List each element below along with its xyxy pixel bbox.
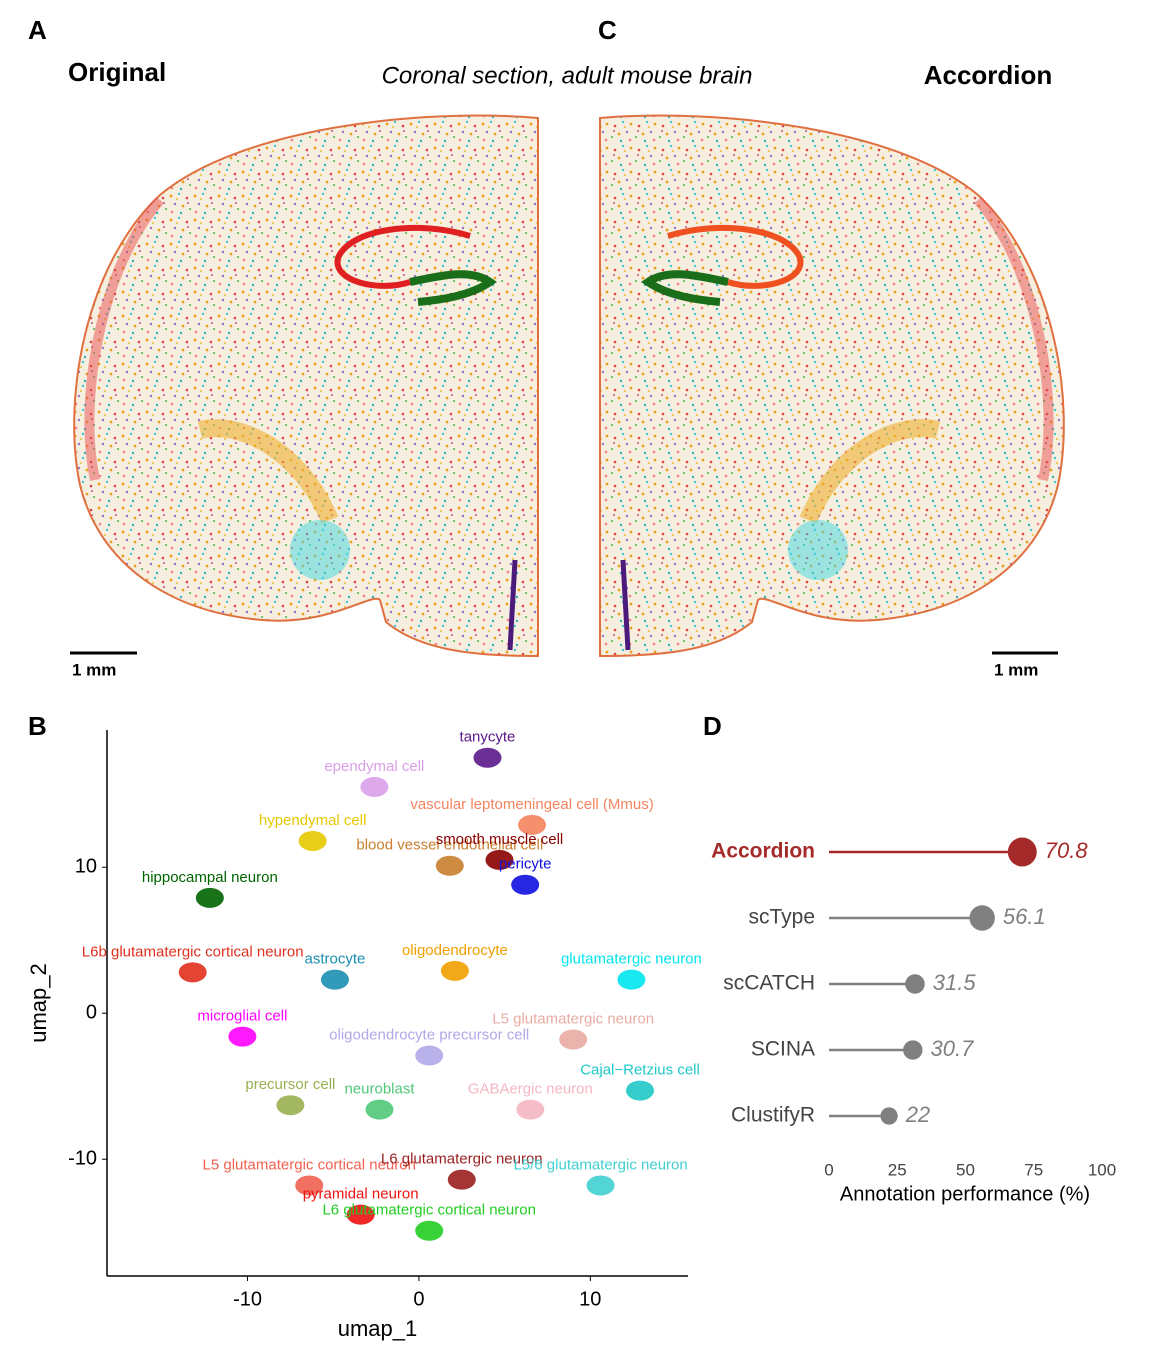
x-tick-label: -10 — [233, 1288, 262, 1310]
y-tick-label: -10 — [68, 1147, 97, 1169]
cluster-label: L6 glutamatergic cortical neuron — [322, 1202, 535, 1219]
method-label: scCATCH — [723, 972, 815, 995]
method-label: scType — [748, 906, 815, 929]
cluster — [346, 1204, 375, 1225]
cluster — [447, 1169, 476, 1190]
cluster — [485, 849, 514, 870]
method-label: Accordion — [711, 840, 815, 863]
x-tick-label: 10 — [579, 1288, 601, 1310]
cluster — [586, 1175, 615, 1196]
cluster-label: L6b glutamatergic cortical neuron — [82, 943, 304, 960]
cluster — [559, 1029, 588, 1050]
cluster — [365, 1099, 394, 1120]
panel-title: Accordion — [924, 60, 1053, 90]
cluster — [626, 1080, 655, 1101]
method-label: ClustifyR — [731, 1104, 815, 1127]
subtitle: Coronal section, adult mouse brain — [382, 62, 753, 89]
panel-title: Original — [68, 57, 166, 87]
cluster — [415, 1220, 444, 1241]
lollipop-dot — [903, 1040, 923, 1060]
cluster-label: GABAergic neuron — [468, 1081, 593, 1098]
x-tick-label: 50 — [956, 1160, 975, 1179]
x-tick-label: 75 — [1024, 1160, 1043, 1179]
value-label: 70.8 — [1045, 838, 1089, 863]
lollipop-dot — [1007, 837, 1037, 867]
cluster-label: L5 glutamatergic neuron — [492, 1010, 654, 1027]
cluster-label: blood vessel endothelial cell — [356, 837, 543, 854]
cluster — [228, 1026, 257, 1047]
cluster — [415, 1045, 444, 1066]
cluster-label: smooth muscle cell — [436, 831, 564, 848]
cluster-label: precursor cell — [245, 1076, 335, 1093]
value-label: 22 — [905, 1102, 930, 1127]
y-tick-label: 0 — [86, 1002, 97, 1024]
cluster — [516, 1099, 545, 1120]
cluster-label: oligodendrocyte precursor cell — [329, 1027, 529, 1044]
panel-letter: C — [598, 15, 617, 45]
x-axis-label: umap_1 — [338, 1316, 418, 1341]
value-label: 31.5 — [933, 970, 977, 995]
panel-letter: D — [703, 711, 722, 741]
cluster-label: pyramidal neuron — [303, 1186, 419, 1203]
y-tick-label: 10 — [75, 856, 97, 878]
lollipop-dot — [905, 974, 925, 994]
x-tick-label: 100 — [1088, 1160, 1116, 1179]
value-label: 56.1 — [1003, 904, 1046, 929]
cluster-label: vascular leptomeningeal cell (Mmus) — [410, 796, 653, 813]
cluster-label: pericyte — [499, 856, 552, 873]
x-axis-label: Annotation performance (%) — [840, 1183, 1090, 1205]
cluster — [195, 887, 224, 908]
value-label: 30.7 — [930, 1036, 974, 1061]
y-axis-label: umap_2 — [26, 963, 51, 1043]
x-tick-label: 0 — [413, 1288, 424, 1310]
cluster-label: microglial cell — [197, 1008, 287, 1025]
cluster — [178, 962, 207, 983]
cluster-label: oligodendrocyte — [402, 942, 508, 959]
cluster-label: Cajal−Retzius cell — [580, 1062, 700, 1079]
brain-left — [73, 114, 539, 658]
scale-label: 1 mm — [72, 660, 116, 679]
cluster-label: hypendymal cell — [259, 812, 367, 829]
brain-right — [599, 114, 1065, 658]
cluster-label: ependymal cell — [324, 758, 424, 775]
lollipop-dot — [880, 1107, 898, 1125]
cluster-label: L6 glutamatergic neuron — [381, 1151, 543, 1168]
cluster — [295, 1175, 324, 1196]
cluster — [518, 814, 547, 835]
cluster-label: astrocyte — [305, 951, 366, 968]
cluster — [360, 776, 389, 797]
cluster-label: tanycyte — [460, 729, 516, 746]
cluster-label: L5/6 glutamatergic neuron — [513, 1156, 687, 1173]
method-label: SCINA — [751, 1038, 815, 1061]
panel-letter: B — [28, 711, 47, 741]
panel-letter: A — [28, 15, 47, 45]
cluster-label: neuroblast — [344, 1081, 415, 1098]
cluster — [320, 969, 349, 990]
x-tick-label: 0 — [824, 1160, 833, 1179]
cluster — [298, 830, 327, 851]
cluster — [511, 874, 540, 895]
lollipop-dot — [969, 905, 995, 931]
x-tick-label: 25 — [888, 1160, 907, 1179]
cluster — [440, 960, 469, 981]
cluster-label: glutamatergic neuron — [561, 951, 702, 968]
scale-label: 1 mm — [994, 660, 1038, 679]
cluster-label: hippocampal neuron — [142, 869, 278, 886]
cluster-label: L5 glutamatergic cortical neuron — [203, 1156, 416, 1173]
cluster — [276, 1095, 305, 1116]
cluster — [617, 969, 646, 990]
cluster — [473, 747, 502, 768]
cluster — [435, 855, 464, 876]
